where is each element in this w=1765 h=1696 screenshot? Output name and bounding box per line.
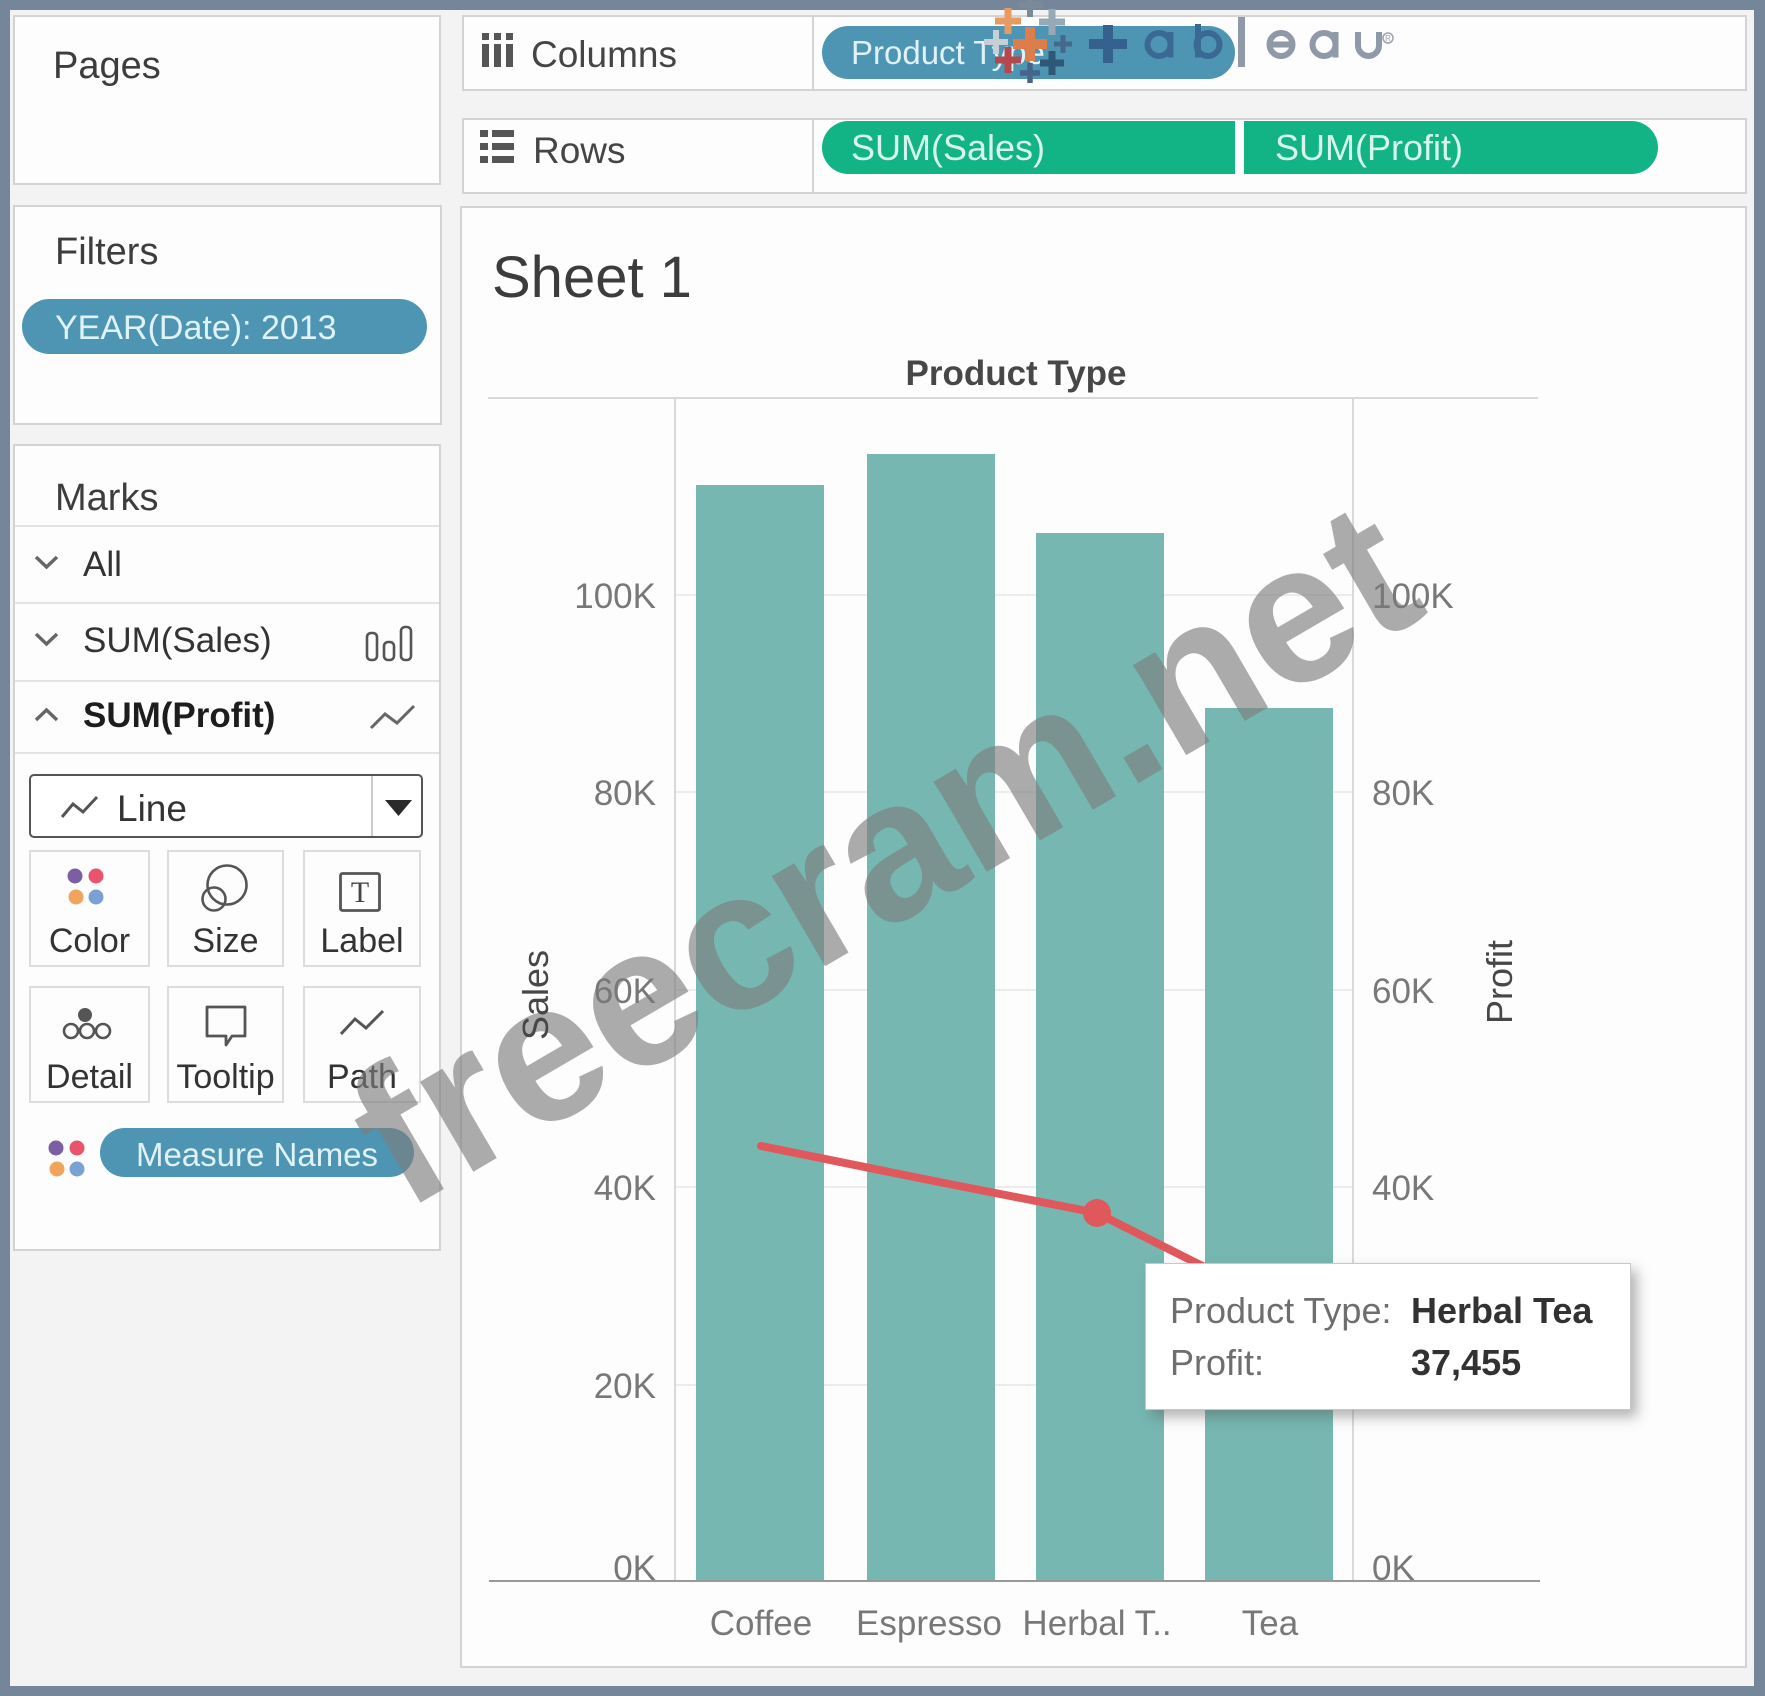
svg-text:T: T bbox=[351, 876, 369, 909]
svg-text:R: R bbox=[1385, 34, 1391, 43]
